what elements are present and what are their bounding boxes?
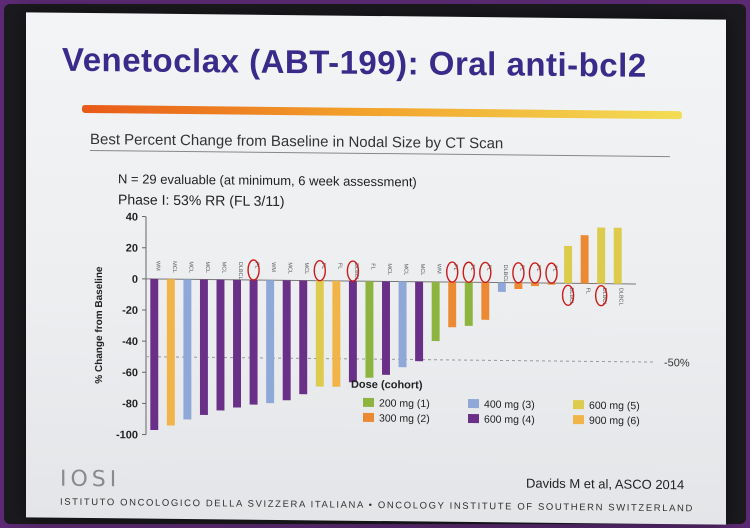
iosi-logo: IOSI <box>60 466 121 493</box>
bar-category-label: DLBCL <box>601 288 607 306</box>
highlight-circle <box>247 259 260 281</box>
bar <box>580 235 589 284</box>
y-tick-label: 20 <box>126 243 138 255</box>
bar-category-label: FL <box>585 287 591 293</box>
bar-category-label: MCL <box>386 263 392 275</box>
bar-category-label: FL <box>369 263 375 269</box>
bar <box>530 282 539 287</box>
legend-label: 900 mg (6) <box>589 415 640 428</box>
bar <box>233 279 242 408</box>
y-tick-label: 40 <box>126 211 138 223</box>
highlight-circle <box>528 262 542 284</box>
bar-category-label: DLBCL <box>353 263 359 281</box>
bar-category-label: WM <box>270 262 276 272</box>
bar-category-label: MCL <box>187 261 193 273</box>
legend-swatch <box>468 398 479 409</box>
highlight-circle <box>479 261 492 284</box>
bar <box>183 279 192 420</box>
legend-label: 600 mg (5) <box>589 400 640 413</box>
bar-category-label: MCL <box>303 263 309 275</box>
bar <box>514 282 523 290</box>
y-tick-label: -100 <box>116 429 138 441</box>
bar <box>547 283 556 285</box>
reference-line-label: -50% <box>664 357 690 369</box>
bar-category-label: WM <box>436 264 442 274</box>
bar-category-label: MCL <box>220 262 226 274</box>
bar-category-label: DLBCL <box>568 287 574 305</box>
bar-category-label: DLBCL <box>502 265 508 283</box>
bar-category-label: FL <box>254 262 260 268</box>
presentation-slide: Venetoclax (ABT-199): Oral anti-bcl2 Bes… <box>26 12 726 525</box>
bar <box>481 282 490 320</box>
bar <box>216 279 225 411</box>
bar-category-label: MCL <box>287 262 293 274</box>
highlight-circle <box>313 259 326 282</box>
citation-text: Davids M et al, ASCO 2014 <box>526 475 685 493</box>
bar-category-label: MCL <box>403 264 409 276</box>
legend-label: 300 mg (2) <box>379 413 430 426</box>
bar-category-label: MCL <box>171 261 177 273</box>
bar-category-label: WM <box>154 261 160 271</box>
legend-swatch <box>363 412 374 422</box>
y-tick-label: -60 <box>122 367 138 379</box>
bar <box>448 282 457 328</box>
highlight-circle <box>561 284 575 306</box>
bar <box>166 279 175 426</box>
bar <box>266 280 275 404</box>
bar-category-label: FL <box>485 264 491 270</box>
bar-category-label: FL <box>336 263 342 269</box>
highlight-circle <box>462 261 475 283</box>
bar <box>597 227 606 284</box>
highlight-circle <box>346 260 360 282</box>
bar-category-label: DLBCL <box>237 262 243 280</box>
bar <box>199 279 208 415</box>
legend-swatch <box>573 415 584 425</box>
bar <box>348 281 357 383</box>
bar <box>282 280 291 401</box>
projector-frame: Venetoclax (ABT-199): Oral anti-bcl2 Bes… <box>4 4 746 525</box>
y-tick-label: -20 <box>122 305 138 317</box>
bar <box>332 280 341 387</box>
bar-category-label: FL <box>535 265 541 271</box>
waterfall-chart: 40 20 0 -20 -40 -60 -80 -100 -50% % Change from B… <box>94 211 690 441</box>
bar <box>365 281 374 378</box>
bar-category-label: FL <box>552 265 558 271</box>
y-tick-label: 0 <box>132 274 138 286</box>
legend-label: 600 mg (4) <box>484 414 535 427</box>
bar <box>315 280 324 387</box>
highlight-circle <box>545 262 558 284</box>
y-axis-title: % Change from Baseline <box>94 266 105 384</box>
legend-label: 200 mg (1) <box>379 398 430 411</box>
bar <box>431 281 440 342</box>
bar <box>398 281 407 368</box>
bar <box>564 245 573 284</box>
y-tick-label: -80 <box>122 398 138 410</box>
bar <box>299 280 308 395</box>
bar <box>249 279 258 405</box>
bar-category-label: MCL <box>204 261 210 273</box>
y-tick-label: -40 <box>122 336 138 348</box>
bar <box>497 282 506 292</box>
bar-category-label: DLBCL <box>618 288 624 306</box>
bar <box>382 281 390 375</box>
highlight-circle <box>446 261 459 283</box>
bar <box>415 281 424 362</box>
bar <box>613 227 622 284</box>
bar <box>464 282 473 326</box>
bar <box>150 278 159 431</box>
legend-swatch <box>468 413 479 424</box>
legend-swatch <box>363 397 374 407</box>
legend-swatch <box>573 400 584 410</box>
highlight-circle <box>594 284 608 307</box>
bar-category-label: FL <box>452 264 458 270</box>
bar-category-label: FL <box>518 265 524 271</box>
highlight-circle <box>512 262 525 284</box>
bar-category-label: MCL <box>419 264 425 276</box>
legend-label: 400 mg (3) <box>484 399 535 412</box>
bar-category-label: FL <box>320 263 326 269</box>
legend-title: Dose (cohort) <box>351 379 423 392</box>
bar-category-label: FL <box>469 264 475 270</box>
